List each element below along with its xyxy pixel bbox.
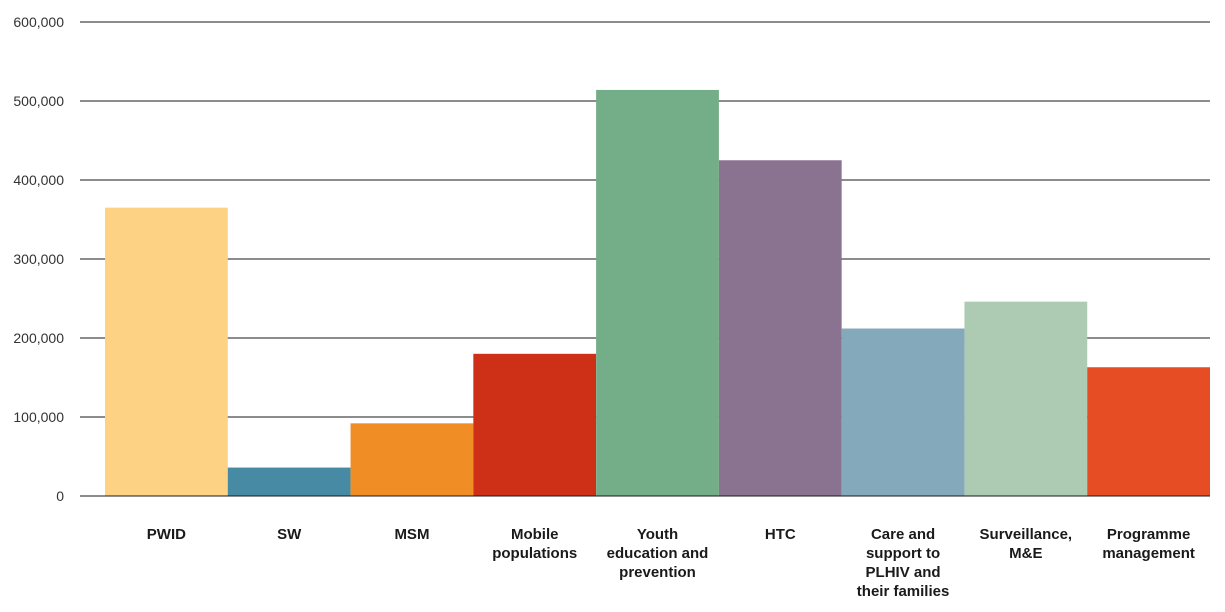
bar [227,467,351,496]
x-tick-label-line: PWID [147,526,186,543]
x-tick-label-line: PLHIV and [866,564,941,581]
x-tick-label: SW [277,526,302,543]
x-tick-label: Care and support to PLHIV and their familie… [857,526,950,600]
x-tick-label-line: their families [857,583,950,600]
bar [841,328,965,496]
x-tick-label-line: management [1102,545,1195,562]
bar [1087,367,1210,496]
bar [105,207,228,496]
bar [350,423,474,496]
x-tick-label: Youth education and prevention [607,526,709,581]
x-tick-label-line: Programme [1107,526,1190,543]
y-tick-label: 100,000 [13,409,64,425]
y-tick-label: 500,000 [13,93,64,109]
y-tick-label: 0 [56,488,64,504]
x-tick-label-line: MSM [394,526,429,543]
x-tick-label: Mobile populations [492,526,577,562]
x-tick-label: PWID [147,526,186,543]
bar [473,353,597,496]
bar [596,89,719,496]
bar [964,301,1088,496]
x-tick-label-line: populations [492,545,577,562]
bars [105,89,1210,496]
x-tick-label: HTC [765,526,796,543]
x-tick-label-line: prevention [619,564,696,581]
y-tick-label: 300,000 [13,251,64,267]
x-tick-label-line: Surveillance, [980,526,1073,543]
y-tick-label: 600,000 [13,14,64,30]
x-tick-label: Surveillance, M&E [980,526,1073,562]
y-axis-ticks: 0 100,000 200,000 300,000 400,000 500,000 600,… [13,14,64,504]
x-tick-label-line: support to [866,545,940,562]
x-tick-label: Programme management [1102,526,1195,562]
x-tick-label-line: HTC [765,526,796,543]
x-tick-label-line: education and [607,545,709,562]
x-tick-label-line: Mobile [511,526,559,543]
x-tick-label: MSM [394,526,429,543]
y-tick-label: 200,000 [13,330,64,346]
y-tick-label: 400,000 [13,172,64,188]
bar [718,160,842,496]
x-tick-label-line: M&E [1009,545,1042,562]
x-tick-label-line: Care and [871,526,935,543]
x-tick-label-line: SW [277,526,302,543]
x-tick-label-line: Youth [637,526,678,543]
x-axis-labels: PWID SW MSM Mobile populations Youth education… [147,526,1195,600]
